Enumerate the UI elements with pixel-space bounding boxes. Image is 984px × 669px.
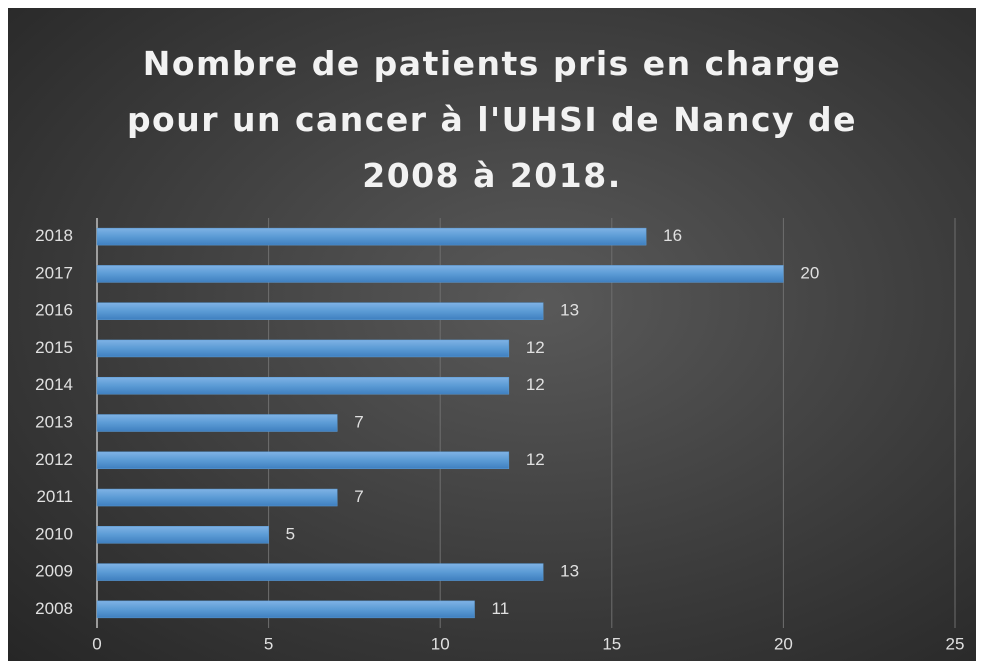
data-label: 11 bbox=[492, 599, 510, 618]
y-tick-label: 2009 bbox=[35, 562, 73, 581]
y-tick-label: 2008 bbox=[35, 599, 73, 618]
data-label: 13 bbox=[560, 562, 579, 581]
y-tick-label: 2017 bbox=[35, 263, 73, 282]
chart-title: Nombre de patients pris en charge pour u… bbox=[126, 44, 858, 195]
bar bbox=[96, 265, 784, 283]
x-tick-label: 20 bbox=[774, 634, 793, 653]
bar bbox=[96, 339, 510, 358]
y-tick-label: 2013 bbox=[35, 412, 73, 431]
data-label: 13 bbox=[560, 301, 579, 320]
x-tick-label: 0 bbox=[92, 634, 101, 653]
y-tick-label: 2010 bbox=[35, 524, 73, 543]
y-tick-label: 2018 bbox=[35, 226, 73, 245]
x-tick-label: 10 bbox=[431, 634, 450, 653]
y-tick-label: 2014 bbox=[35, 375, 73, 394]
bar bbox=[96, 600, 475, 619]
bar bbox=[96, 302, 544, 320]
y-tick-label: 2011 bbox=[36, 487, 73, 506]
data-label: 20 bbox=[800, 263, 819, 282]
x-tick-label: 5 bbox=[264, 634, 273, 653]
data-label: 7 bbox=[354, 487, 363, 506]
bar bbox=[96, 227, 647, 246]
chart-area: Nombre de patients pris en charge pour u… bbox=[8, 8, 976, 661]
data-label: 5 bbox=[286, 524, 295, 543]
data-label: 12 bbox=[526, 338, 545, 357]
data-label: 16 bbox=[663, 226, 682, 245]
data-label: 7 bbox=[354, 412, 363, 431]
data-label: 12 bbox=[526, 375, 545, 394]
data-label: 12 bbox=[526, 450, 545, 469]
bar bbox=[96, 563, 544, 581]
bar bbox=[96, 488, 338, 507]
x-tick-label: 15 bbox=[602, 634, 621, 653]
bar bbox=[96, 376, 510, 395]
y-tick-label: 2015 bbox=[35, 338, 73, 357]
y-tick-label: 2012 bbox=[35, 450, 73, 469]
bar bbox=[96, 451, 510, 470]
bar bbox=[96, 414, 338, 432]
bar bbox=[96, 526, 269, 544]
x-tick-label: 25 bbox=[946, 634, 965, 653]
y-tick-label: 2016 bbox=[35, 301, 73, 320]
